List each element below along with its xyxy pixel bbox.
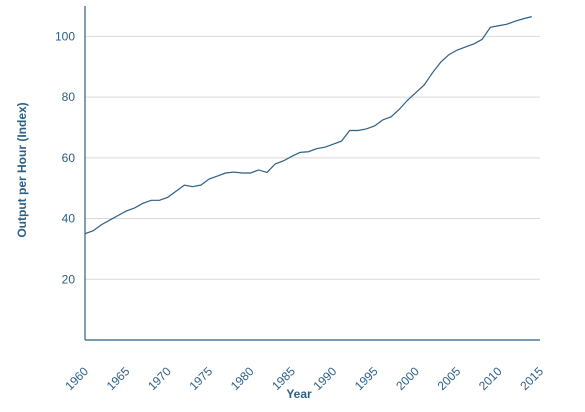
x-tick-label: 1980 xyxy=(228,364,257,393)
y-tick-label: 100 xyxy=(55,29,75,43)
y-tick-label: 20 xyxy=(62,272,76,286)
x-tick-label: 1965 xyxy=(104,364,133,393)
y-axis-title: Output per Hour (Index) xyxy=(15,102,29,237)
grid-layer xyxy=(85,35,540,280)
x-tick-label: 1960 xyxy=(62,364,91,393)
y-tick-label: 40 xyxy=(62,212,76,226)
x-tick-label: 1995 xyxy=(352,364,381,393)
x-tick-label: 1990 xyxy=(311,364,340,393)
series-layer xyxy=(84,16,532,235)
x-tick-label: 1975 xyxy=(186,364,215,393)
y-tick-label: 60 xyxy=(62,151,76,165)
y-tick-label: 80 xyxy=(62,90,76,104)
x-tick-label: 2010 xyxy=(476,364,505,393)
x-tick-label: 2015 xyxy=(517,364,546,393)
axis-layer xyxy=(84,6,540,341)
x-axis-title: Year xyxy=(286,387,312,401)
x-tick-label: 2005 xyxy=(435,364,464,393)
x-tick-label: 2000 xyxy=(393,364,422,393)
x-tick-label: 1970 xyxy=(145,364,174,393)
output-per-hour-line xyxy=(84,16,532,235)
